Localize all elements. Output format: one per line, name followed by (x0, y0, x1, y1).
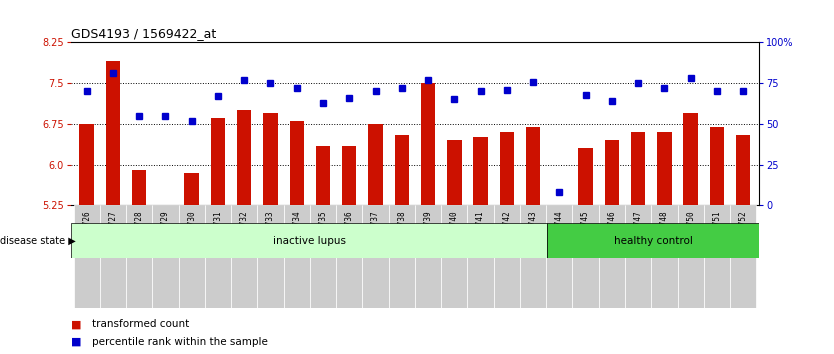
Text: GSM746730: GSM746730 (187, 210, 196, 252)
Text: ■: ■ (71, 337, 82, 347)
Text: GSM746748: GSM746748 (660, 210, 669, 252)
Bar (106, 62, 120, 205)
Text: GSM746744: GSM746744 (555, 210, 564, 252)
Bar (500, 132, 514, 205)
Bar (631, 132, 646, 205)
Text: percentile rank within the sample: percentile rank within the sample (92, 337, 268, 347)
Text: GSM746733: GSM746733 (266, 210, 275, 252)
Bar (605, 140, 619, 205)
Bar (71, 223, 547, 258)
Bar (363, 205, 389, 308)
Bar (73, 205, 100, 308)
Bar (342, 145, 356, 205)
Text: GSM746726: GSM746726 (82, 210, 91, 252)
Bar (289, 121, 304, 205)
Text: GSM746743: GSM746743 (529, 210, 538, 252)
Bar (657, 132, 671, 205)
Bar (100, 205, 126, 308)
Bar (153, 205, 178, 308)
Bar (205, 205, 231, 308)
Text: GSM746729: GSM746729 (161, 210, 170, 252)
Text: GSM746747: GSM746747 (634, 210, 643, 252)
Bar (704, 205, 730, 308)
Bar (389, 205, 414, 308)
Text: GSM746737: GSM746737 (371, 210, 380, 252)
Text: healthy control: healthy control (614, 236, 692, 246)
Text: GSM746745: GSM746745 (581, 210, 590, 252)
Text: GSM746741: GSM746741 (476, 210, 485, 252)
Bar (441, 205, 467, 308)
Text: GDS4193 / 1569422_at: GDS4193 / 1569422_at (71, 27, 216, 40)
Bar (264, 113, 278, 205)
Text: GSM746738: GSM746738 (397, 210, 406, 252)
Text: inactive lupus: inactive lupus (273, 236, 345, 246)
Bar (126, 205, 153, 308)
Bar (158, 205, 173, 208)
Bar (316, 145, 330, 205)
Bar (651, 205, 677, 308)
Bar (710, 127, 724, 205)
Bar (421, 83, 435, 205)
Bar (579, 148, 593, 205)
Bar (547, 223, 759, 258)
Bar (310, 205, 336, 308)
Bar (284, 205, 310, 308)
Text: GSM746742: GSM746742 (502, 210, 511, 252)
Text: GSM746746: GSM746746 (607, 210, 616, 252)
Bar (258, 205, 284, 308)
Text: GSM746750: GSM746750 (686, 210, 696, 252)
Bar (474, 137, 488, 205)
Bar (237, 110, 251, 205)
Bar (494, 205, 520, 308)
Bar (414, 205, 441, 308)
Bar (447, 140, 461, 205)
Bar (677, 205, 704, 308)
Bar (231, 205, 258, 308)
Bar (736, 135, 751, 205)
Bar (526, 127, 540, 205)
Text: GSM746751: GSM746751 (712, 210, 721, 252)
Text: GSM746732: GSM746732 (239, 210, 249, 252)
Text: GSM746735: GSM746735 (319, 210, 328, 252)
Text: GSM746739: GSM746739 (424, 210, 433, 252)
Text: disease state ▶: disease state ▶ (0, 236, 76, 246)
Text: ■: ■ (71, 319, 82, 329)
Bar (132, 170, 147, 205)
Text: GSM746727: GSM746727 (108, 210, 118, 252)
Bar (683, 113, 698, 205)
Bar (467, 205, 494, 308)
Text: GSM746734: GSM746734 (292, 210, 301, 252)
Bar (184, 173, 199, 205)
Text: transformed count: transformed count (92, 319, 189, 329)
Bar (625, 205, 651, 308)
Bar (394, 135, 409, 205)
Text: GSM746736: GSM746736 (344, 210, 354, 252)
Text: GSM746752: GSM746752 (739, 210, 748, 252)
Bar (178, 205, 205, 308)
Bar (520, 205, 546, 308)
Text: GSM746728: GSM746728 (134, 210, 143, 252)
Bar (599, 205, 625, 308)
Bar (369, 124, 383, 205)
Bar (79, 124, 94, 205)
Bar (546, 205, 572, 308)
Bar (336, 205, 363, 308)
Text: GSM746740: GSM746740 (450, 210, 459, 252)
Bar (730, 205, 756, 308)
Bar (572, 205, 599, 308)
Bar (211, 119, 225, 205)
Text: GSM746731: GSM746731 (214, 210, 223, 252)
